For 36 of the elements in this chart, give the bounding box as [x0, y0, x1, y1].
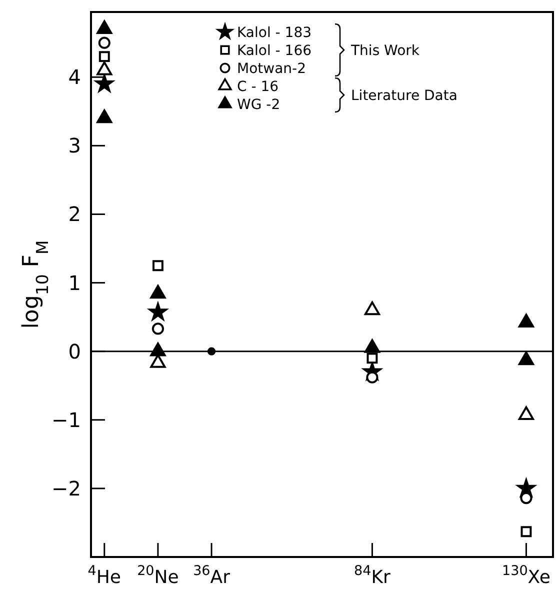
annotation: This Work [350, 42, 420, 59]
point [150, 284, 166, 299]
point [152, 322, 164, 335]
annotation: Literature Data [351, 88, 458, 104]
y-tick-label: 2 [68, 202, 81, 226]
point [518, 406, 534, 420]
y-tick-label: 1 [68, 270, 81, 295]
y-tick-label: 0 [68, 339, 81, 364]
legend-label: Motwan-2 [237, 60, 306, 77]
legend-label: WG -2 [237, 96, 280, 113]
y-tick-label: 3 [68, 134, 81, 158]
x-tick-label: $^{36}$Ar [193, 563, 231, 588]
x-tick-label: $^{84}$Kr [354, 563, 392, 588]
point [96, 61, 112, 76]
point [364, 339, 380, 353]
x-tick-label: $^{130}$Xe [502, 563, 550, 588]
point [520, 492, 532, 504]
point [364, 301, 380, 316]
point [96, 109, 112, 124]
point [518, 351, 534, 366]
legend-label: Kalol - 166 [237, 42, 312, 59]
x-tick-label: $^{20}$Ne [137, 563, 179, 588]
y-tick-label: −1 [52, 408, 81, 432]
point [150, 342, 166, 356]
legend-label: Kalol - 183 [237, 24, 312, 41]
point [96, 20, 112, 34]
point [366, 352, 378, 364]
point [520, 526, 532, 538]
point [152, 260, 164, 272]
y-tick-label: −2 [52, 476, 81, 500]
y-tick-label: 4 [68, 65, 81, 90]
point [207, 347, 216, 356]
x-tick-label: $^{4}$He [88, 563, 121, 588]
point [150, 354, 166, 368]
point [518, 314, 534, 328]
legend-label: C - 16 [237, 78, 279, 95]
